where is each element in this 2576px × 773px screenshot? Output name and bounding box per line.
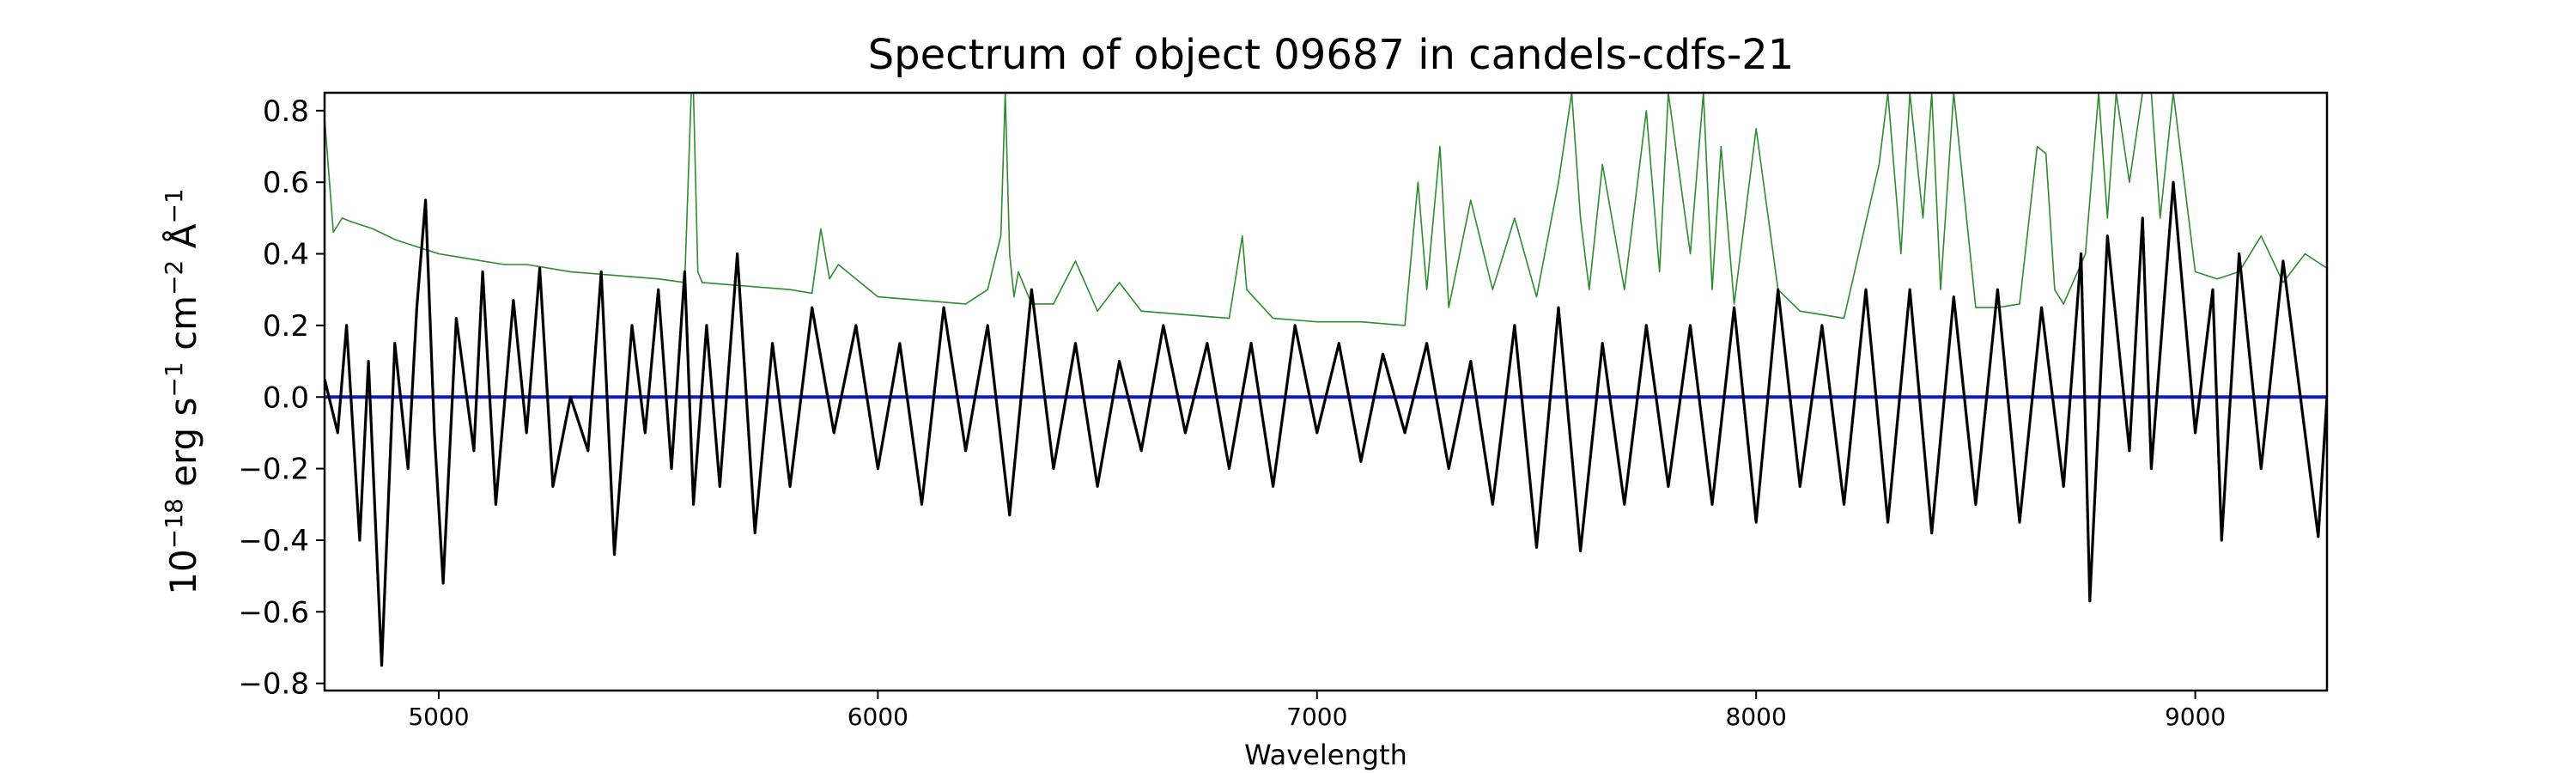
- y-tick-label: 0.4: [263, 238, 309, 272]
- y-tick-label: 0.2: [263, 309, 309, 344]
- plot-frame: [323, 91, 2329, 692]
- y-axis-label-text: 10: [162, 549, 204, 594]
- y-tick-label: −0.8: [238, 667, 309, 702]
- y-axis-label-text: cm: [162, 295, 204, 362]
- y-axis-label-text: erg s: [162, 398, 204, 499]
- x-tick-label: 7000: [1286, 703, 1347, 731]
- chart-title: Spectrum of object 09687 in candels-cdfs…: [868, 31, 1795, 79]
- y-axis-label-exponent: −2: [160, 260, 188, 295]
- x-tick-label: 8000: [1726, 703, 1787, 731]
- y-axis-label-exponent: −1: [160, 188, 188, 223]
- y-axis-label-exponent: −1: [160, 362, 188, 397]
- x-tick-label: 6000: [848, 703, 908, 731]
- y-axis-label-exponent: −18: [160, 498, 188, 549]
- y-axis-label-text: Å: [161, 223, 204, 259]
- series-flux-line: [325, 180, 2327, 667]
- y-tick-label: 0.6: [263, 166, 309, 200]
- x-tick-label: 5000: [408, 703, 469, 731]
- y-axis: −0.8 −0.6 −0.4 −0.2 0.0 0.2 0.4 0.6 0.8: [238, 94, 325, 702]
- y-tick-label: −0.6: [238, 595, 309, 630]
- x-axis-label: Wavelength: [1244, 739, 1407, 771]
- x-axis: 5000 6000 7000 8000 9000: [408, 691, 2226, 731]
- y-tick-label: 0.0: [263, 380, 309, 415]
- series-error-line: [325, 93, 2327, 326]
- x-tick-label: 9000: [2165, 703, 2226, 731]
- y-tick-label: 0.8: [263, 94, 309, 129]
- y-axis-label: 10−18 erg s−1 cm−2 Å−1: [160, 188, 205, 594]
- y-tick-label: −0.4: [238, 524, 309, 558]
- y-tick-label: −0.2: [238, 453, 309, 487]
